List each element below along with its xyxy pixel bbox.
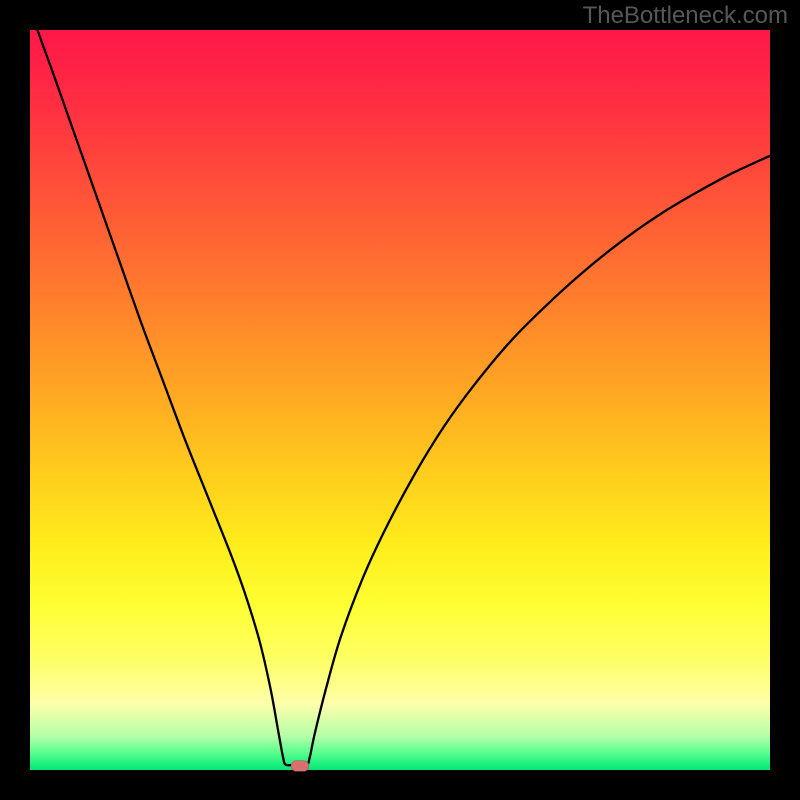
optimal-point-marker xyxy=(291,761,309,772)
curve-path xyxy=(37,30,770,765)
chart-root: TheBottleneck.com xyxy=(0,0,800,800)
watermark-text: TheBottleneck.com xyxy=(583,2,788,30)
bottleneck-curve xyxy=(0,0,800,800)
